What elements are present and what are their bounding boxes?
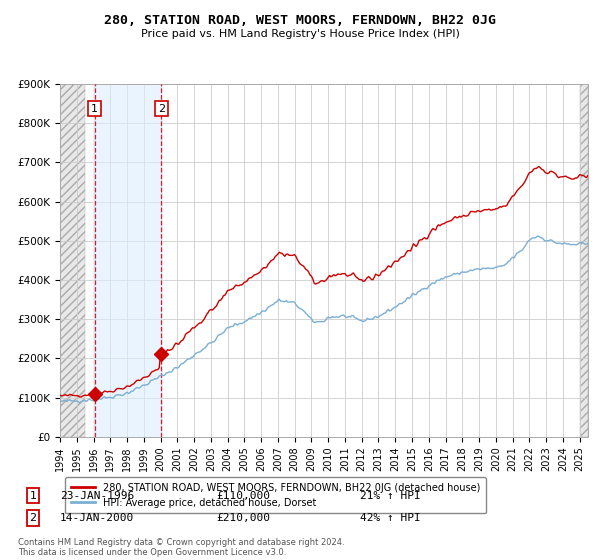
- Text: 42% ↑ HPI: 42% ↑ HPI: [360, 513, 421, 523]
- Bar: [93, 84, 163, 437]
- Text: 21% ↑ HPI: 21% ↑ HPI: [360, 491, 421, 501]
- Text: 23-JAN-1996: 23-JAN-1996: [60, 491, 134, 501]
- Bar: [60, 84, 85, 437]
- Text: 14-JAN-2000: 14-JAN-2000: [60, 513, 134, 523]
- Bar: [580, 84, 588, 437]
- Text: 1: 1: [29, 491, 37, 501]
- Text: Price paid vs. HM Land Registry's House Price Index (HPI): Price paid vs. HM Land Registry's House …: [140, 29, 460, 39]
- Bar: [60, 84, 85, 437]
- Text: £110,000: £110,000: [216, 491, 270, 501]
- Text: 2: 2: [29, 513, 37, 523]
- Text: 2: 2: [158, 104, 165, 114]
- Bar: [580, 84, 588, 437]
- Text: Contains HM Land Registry data © Crown copyright and database right 2024.
This d: Contains HM Land Registry data © Crown c…: [18, 538, 344, 557]
- Text: £210,000: £210,000: [216, 513, 270, 523]
- Legend: 280, STATION ROAD, WEST MOORS, FERNDOWN, BH22 0JG (detached house), HPI: Average: 280, STATION ROAD, WEST MOORS, FERNDOWN,…: [65, 477, 486, 514]
- Text: 280, STATION ROAD, WEST MOORS, FERNDOWN, BH22 0JG: 280, STATION ROAD, WEST MOORS, FERNDOWN,…: [104, 14, 496, 27]
- Text: 1: 1: [91, 104, 98, 114]
